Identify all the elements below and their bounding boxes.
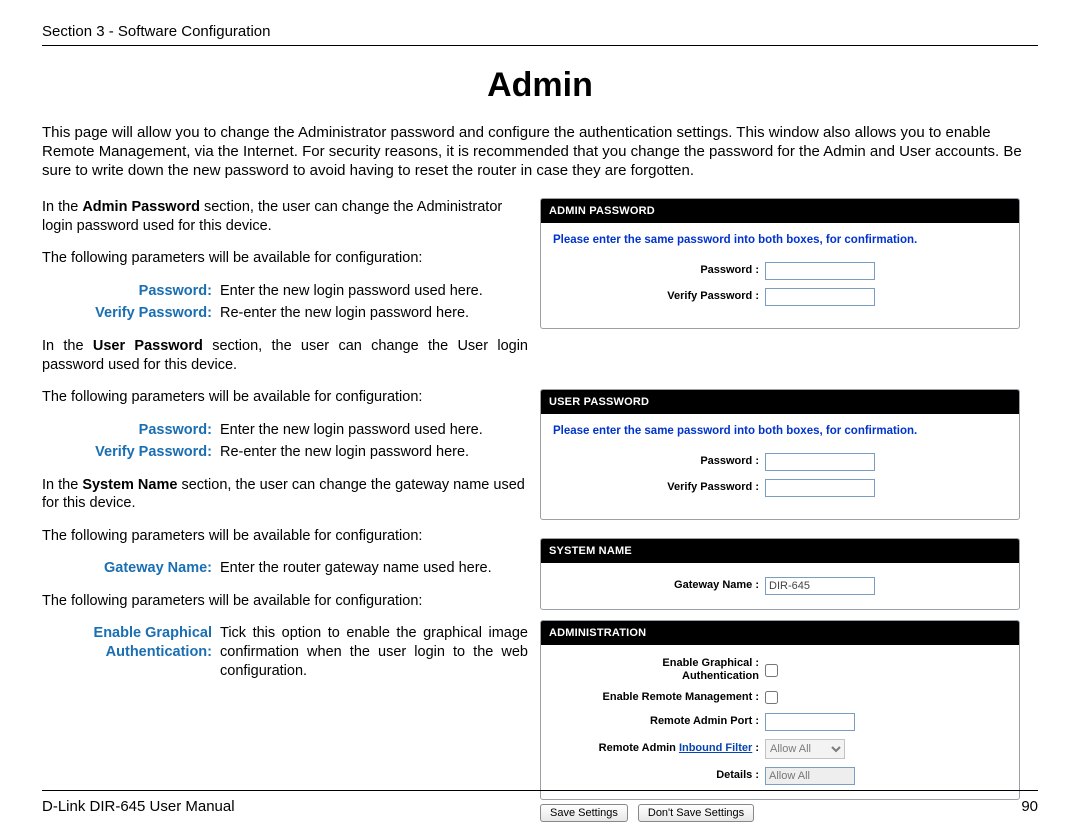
user-password-bold: User Password [93, 338, 203, 354]
page-footer: D-Link DIR-645 User Manual 90 [42, 790, 1038, 816]
param-desc-verify-password: Re-enter the new login password here. [220, 443, 528, 462]
form-row: Password : [553, 262, 1007, 280]
confirmation-note: Please enter the same password into both… [553, 424, 1007, 439]
param-row: Verify Password: Re-enter the new login … [42, 304, 528, 323]
form-row: Enable Remote Management : [553, 691, 1007, 704]
gateway-name-input[interactable] [765, 577, 875, 595]
details-input [765, 767, 855, 785]
password-label: Password : [553, 264, 765, 277]
verify-password-label: Verify Password : [553, 481, 765, 494]
form-row: Remote Admin Inbound Filter : Allow All [553, 739, 1007, 759]
intro-paragraph: This page will allow you to change the A… [42, 123, 1038, 181]
params-intro: The following parameters will be availab… [42, 527, 528, 546]
verify-password-label: Verify Password : [553, 290, 765, 303]
enable-remote-management-checkbox[interactable] [765, 691, 778, 704]
panel-body: Please enter the same password into both… [541, 414, 1019, 519]
txt: In the [42, 199, 82, 215]
form-row: Verify Password : [553, 288, 1007, 306]
param-label-verify-password: Verify Password: [42, 304, 220, 323]
user-verify-password-input[interactable] [765, 479, 875, 497]
remote-admin-port-input[interactable] [765, 713, 855, 731]
confirmation-note: Please enter the same password into both… [553, 233, 1007, 248]
param-label-gateway-name: Gateway Name: [42, 559, 220, 578]
txt: In the [42, 477, 82, 493]
user-password-panel: USER PASSWORD Please enter the same pass… [540, 389, 1020, 520]
admin-verify-password-input[interactable] [765, 288, 875, 306]
system-name-desc: In the System Name section, the user can… [42, 476, 528, 513]
param-row: Password: Enter the new login password u… [42, 282, 528, 301]
param-row: Gateway Name: Enter the router gateway n… [42, 559, 528, 578]
admin-password-bold: Admin Password [82, 199, 200, 215]
txt: Enable Graphical :Authentication [662, 657, 759, 682]
form-row: Verify Password : [553, 479, 1007, 497]
param-label-password: Password: [42, 421, 220, 440]
panel-header: SYSTEM NAME [541, 539, 1019, 563]
right-column: ADMIN PASSWORD Please enter the same pas… [540, 198, 1020, 821]
param-row: Password: Enter the new login password u… [42, 421, 528, 440]
param-row: Enable Graphical Authentication: Tick th… [42, 624, 528, 680]
administration-panel: ADMINISTRATION Enable Graphical :Authent… [540, 620, 1020, 800]
txt: Authentication: [106, 644, 212, 660]
enable-graphical-auth-checkbox[interactable] [765, 664, 778, 677]
system-name-bold: System Name [82, 477, 177, 493]
admin-password-input[interactable] [765, 262, 875, 280]
enable-remote-management-label: Enable Remote Management : [553, 691, 765, 704]
panel-header: ADMINISTRATION [541, 621, 1019, 645]
form-row: Remote Admin Port : [553, 713, 1007, 731]
panel-header: ADMIN PASSWORD [541, 199, 1019, 223]
remote-admin-inbound-filter-label: Remote Admin Inbound Filter : [553, 742, 765, 755]
enable-graphical-auth-label: Enable Graphical :Authentication [553, 657, 765, 683]
password-label: Password : [553, 455, 765, 468]
param-label-password: Password: [42, 282, 220, 301]
param-desc-verify-password: Re-enter the new login password here. [220, 304, 528, 323]
admin-password-panel: ADMIN PASSWORD Please enter the same pas… [540, 198, 1020, 329]
param-label-verify-password: Verify Password: [42, 443, 220, 462]
param-row: Verify Password: Re-enter the new login … [42, 443, 528, 462]
params-intro: The following parameters will be availab… [42, 388, 528, 407]
param-label-enable-graphical-auth: Enable Graphical Authentication: [42, 624, 220, 661]
inbound-filter-link[interactable]: Inbound Filter [679, 742, 752, 754]
txt: Remote Admin [599, 742, 679, 754]
manual-page: Section 3 - Software Configuration Admin… [0, 0, 1080, 834]
left-column: In the Admin Password section, the user … [42, 198, 528, 821]
params-intro: The following parameters will be availab… [42, 249, 528, 268]
user-password-input[interactable] [765, 453, 875, 471]
details-label: Details : [553, 769, 765, 782]
gateway-name-label: Gateway Name : [553, 579, 765, 592]
param-desc-password: Enter the new login password used here. [220, 282, 528, 301]
panel-header: USER PASSWORD [541, 390, 1019, 414]
txt: In the [42, 338, 93, 354]
panel-body: Gateway Name : [541, 563, 1019, 609]
txt: : [752, 742, 759, 754]
section-header: Section 3 - Software Configuration [42, 22, 1038, 46]
form-row: Password : [553, 453, 1007, 471]
panel-body: Please enter the same password into both… [541, 223, 1019, 328]
panel-body: Enable Graphical :Authentication Enable … [541, 645, 1019, 799]
spacer [540, 347, 1020, 389]
txt: Enable Graphical [94, 625, 212, 641]
form-row: Gateway Name : [553, 577, 1007, 595]
param-desc-gateway-name: Enter the router gateway name used here. [220, 559, 528, 578]
form-row: Details : [553, 767, 1007, 785]
remote-admin-port-label: Remote Admin Port : [553, 715, 765, 728]
form-row: Enable Graphical :Authentication [553, 657, 1007, 683]
admin-password-desc: In the Admin Password section, the user … [42, 198, 528, 235]
section-text: Section 3 - Software Configuration [42, 23, 270, 40]
user-password-desc: In the User Password section, the user c… [42, 337, 528, 374]
footer-page-number: 90 [1021, 797, 1038, 816]
remote-admin-inbound-filter-select[interactable]: Allow All [765, 739, 845, 759]
params-intro: The following parameters will be availab… [42, 592, 528, 611]
system-name-panel: SYSTEM NAME Gateway Name : [540, 538, 1020, 610]
footer-left: D-Link DIR-645 User Manual [42, 797, 235, 816]
page-title: Admin [42, 64, 1038, 108]
param-desc-enable-graphical-auth: Tick this option to enable the graphical… [220, 624, 528, 680]
param-desc-password: Enter the new login password used here. [220, 421, 528, 440]
two-column-layout: In the Admin Password section, the user … [42, 198, 1038, 821]
